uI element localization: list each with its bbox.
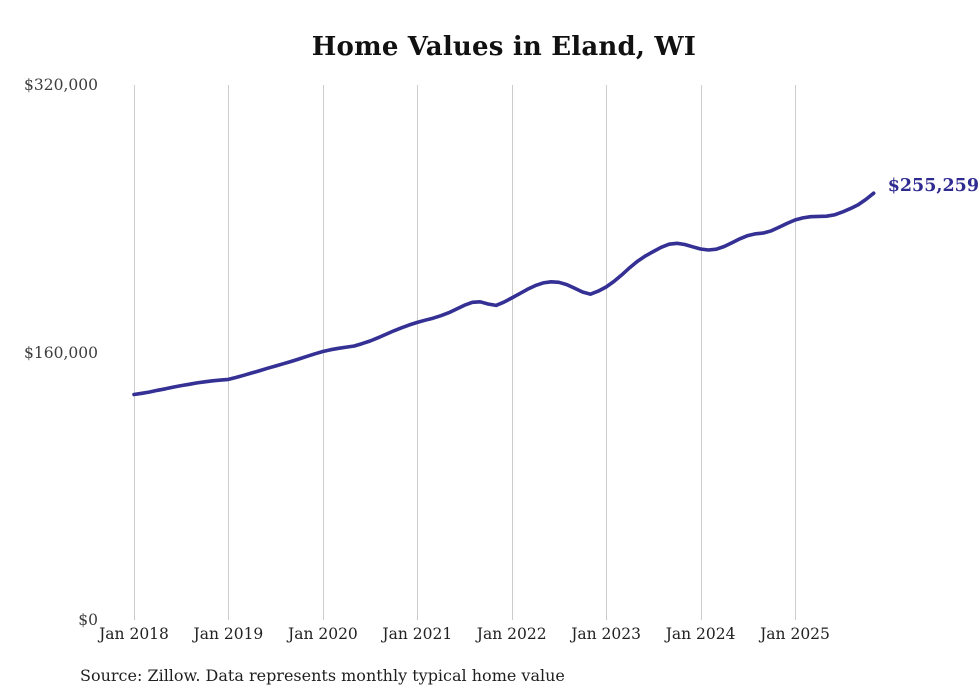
x-tick-label: Jan 2023: [571, 625, 641, 643]
chart-title: Home Values in Eland, WI: [311, 32, 697, 62]
y-tick-0: $0: [78, 611, 98, 629]
year-gridline: [700, 85, 702, 620]
x-tick-label: Jan 2024: [665, 625, 736, 643]
y-tick-160000: $160,000: [24, 344, 98, 362]
x-tick-label: Jan 2019: [193, 625, 264, 643]
x-tick-label: Jan 2021: [382, 625, 453, 643]
source-note: Source: Zillow. Data represents monthly …: [80, 666, 565, 685]
x-tick-label: Jan 2025: [760, 625, 830, 643]
year-gridline: [417, 85, 419, 620]
year-gridline: [606, 85, 608, 620]
latest-value-label: $255,259: [887, 176, 980, 197]
x-tick-label: Jan 2022: [476, 625, 547, 643]
year-gridline: [795, 85, 796, 620]
year-gridline: [228, 85, 230, 620]
y-tick-320000: $320,000: [24, 76, 98, 94]
year-gridline: [511, 85, 513, 620]
x-tick-label: Jan 2018: [99, 625, 169, 643]
year-gridline: [134, 85, 135, 620]
home-value-line: [132, 191, 876, 397]
x-tick-label: Jan 2020: [287, 625, 358, 643]
